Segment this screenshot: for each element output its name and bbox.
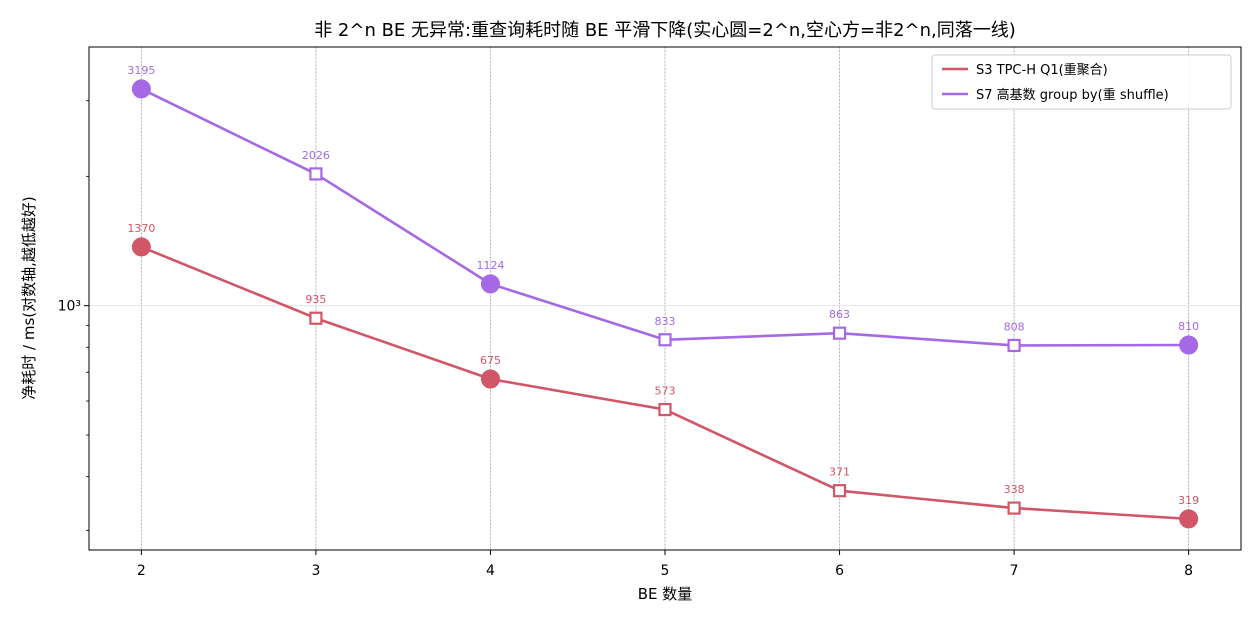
x-tick-label: 5: [661, 563, 670, 579]
y-tick-label: 10³: [58, 299, 81, 315]
x-axis-title: BE 数量: [638, 585, 693, 603]
data-label: 338: [1004, 483, 1025, 496]
data-point-filled: [1179, 335, 1199, 355]
x-tick-label: 3: [311, 563, 320, 579]
x-tick-label: 6: [835, 563, 844, 579]
legend-label: S7 高基数 group by(重 shuffle): [976, 87, 1169, 103]
x-tick-label: 4: [486, 563, 495, 579]
data-point-hollow: [1007, 338, 1021, 353]
series-1: 1370 935 675 573 371 338 319: [127, 222, 1199, 529]
axes-layer: 2 3 4 5 6 7 8 10³: [58, 46, 1242, 579]
series-layer: 1370 935 675 573 371 338 319 3195 2026 1124 833 863…: [127, 64, 1199, 529]
data-point-hollow: [1007, 501, 1021, 515]
data-point-hollow: [658, 333, 672, 347]
data-label: 863: [829, 308, 850, 321]
data-point-hollow: [309, 167, 323, 181]
x-tick-label: 7: [1010, 563, 1019, 579]
data-label: 319: [1178, 494, 1199, 507]
data-point-filled: [480, 369, 500, 389]
data-point-hollow: [658, 402, 672, 417]
data-label: 3195: [127, 64, 155, 77]
data-label: 1370: [127, 222, 155, 235]
legend-box: [931, 54, 1232, 110]
data-label: 810: [1178, 320, 1199, 333]
data-point-hollow: [832, 326, 847, 340]
series-2: 3195 2026 1124 833 863 808 810: [127, 64, 1199, 355]
data-label: 1124: [476, 259, 504, 272]
legend: S3 TPC-H Q1(重聚合) S7 高基数 group by(重 shuffl…: [931, 54, 1232, 110]
data-point-filled: [131, 79, 151, 99]
data-label: 371: [829, 466, 850, 479]
data-label: 675: [480, 354, 501, 367]
data-label: 2026: [302, 149, 330, 162]
data-point-filled: [480, 274, 500, 294]
y-axis-title: 净耗时 / ms(对数轴,越低越好): [20, 196, 38, 400]
data-point-hollow: [832, 484, 847, 498]
data-label: 573: [655, 385, 676, 398]
legend-label: S3 TPC-H Q1(重聚合): [976, 62, 1108, 78]
data-label: 935: [305, 293, 326, 306]
chart-title: 非 2^n BE 无异常:重查询耗时随 BE 平滑下降(实心圆=2^n,空心方=…: [314, 20, 1016, 41]
data-point-filled: [131, 237, 151, 257]
x-tick-label: 2: [137, 563, 146, 579]
data-point-hollow: [309, 311, 323, 325]
data-label: 833: [655, 315, 676, 328]
grid-layer: [89, 47, 1241, 550]
x-tick-label: 8: [1184, 563, 1193, 579]
data-label: 808: [1004, 320, 1025, 333]
data-point-filled: [1179, 509, 1199, 529]
